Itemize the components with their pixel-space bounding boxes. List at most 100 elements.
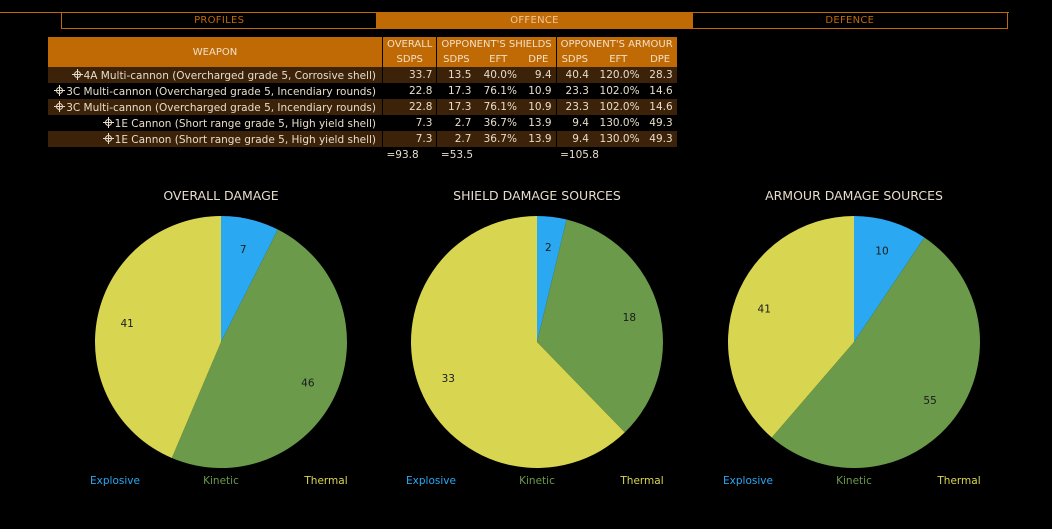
overall-total: =93.8 <box>382 147 437 163</box>
shields-eft-cell: 76.1% <box>475 83 521 99</box>
slice-value-label: 41 <box>758 304 771 316</box>
slice-value-label: 33 <box>442 373 455 385</box>
shields-sdps-header[interactable]: SDPS <box>436 52 476 67</box>
slice-value-label: 18 <box>623 312 636 324</box>
armour-eft-cell: 130.0% <box>592 115 644 131</box>
shields-dpe-cell: 10.9 <box>520 83 557 99</box>
shields-eft-cell: 76.1% <box>475 99 521 115</box>
weapon-damage-table: WEAPON OVERALL OPPONENT'S SHIELDS OPPONE… <box>48 37 677 163</box>
legend-thermal[interactable]: Thermal <box>936 475 980 487</box>
chart-title: ARMOUR DAMAGE SOURCES <box>765 188 943 203</box>
weapon-name: 1E Cannon (Short range grade 5, High yie… <box>114 117 376 130</box>
armour-eft-cell: 130.0% <box>592 131 644 147</box>
pie-slice-explosive[interactable] <box>537 216 567 342</box>
armour-sdps-cell: 9.4 <box>555 115 593 131</box>
tab-bar: PROFILES OFFENCE DEFENCE <box>61 12 1008 29</box>
mount-gimballed-icon <box>102 132 115 146</box>
table-row[interactable]: 1E Cannon (Short range grade 5, High yie… <box>48 131 677 147</box>
mount-gimballed-icon <box>71 68 84 82</box>
shields-dpe-cell: 10.9 <box>520 99 557 115</box>
armour-sdps-cell: 23.3 <box>555 99 593 115</box>
armour-damage-chart: ARMOUR DAMAGE SOURCES 10 55 41 Explosive Kine… <box>702 186 1002 496</box>
weapon-cell: 1E Cannon (Short range grade 5, High yie… <box>48 115 383 131</box>
armour-sdps-cell: 40.4 <box>555 67 593 83</box>
shields-dpe-cell: 9.4 <box>520 67 557 83</box>
weapon-name: 4A Multi-cannon (Overcharged grade 5, Co… <box>83 69 376 82</box>
overall-sdps-cell: 7.3 <box>381 115 437 131</box>
overall-sdps-cell: 33.7 <box>381 67 437 83</box>
chart-title: OVERALL DAMAGE <box>163 188 278 203</box>
overall-header[interactable]: OVERALL <box>381 37 437 52</box>
armour-dpe-cell: 49.3 <box>643 115 677 131</box>
shields-eft-cell: 36.7% <box>475 115 521 131</box>
shields-eft-header[interactable]: EFT <box>475 52 521 67</box>
shields-dpe-cell: 13.9 <box>520 115 557 131</box>
legend-explosive[interactable]: Explosive <box>90 475 140 487</box>
shields-eft-cell: 40.0% <box>475 67 521 83</box>
weapon-cell: 3C Multi-cannon (Overcharged grade 5, In… <box>48 83 383 99</box>
weapon-cell: 4A Multi-cannon (Overcharged grade 5, Co… <box>48 67 383 83</box>
shields-total: =53.5 <box>436 147 557 163</box>
armour-dpe-header[interactable]: DPE <box>643 52 677 67</box>
overall-damage-chart: OVERALL DAMAGE 7 46 41 Explosive Kinetic Therm… <box>69 186 369 496</box>
overall-sdps-cell: 7.3 <box>381 131 437 147</box>
legend-explosive[interactable]: Explosive <box>406 475 456 487</box>
weapon-name: 1E Cannon (Short range grade 5, High yie… <box>114 133 376 146</box>
weapon-cell: 3C Multi-cannon (Overcharged grade 5, In… <box>48 99 383 115</box>
mount-gimballed-icon <box>54 84 66 98</box>
shields-eft-cell: 36.7% <box>475 131 521 147</box>
mount-gimballed-icon <box>102 116 115 130</box>
tab-offence[interactable]: OFFENCE <box>376 13 692 28</box>
slice-value-label: 2 <box>545 242 552 254</box>
shield-damage-svg: SHIELD DAMAGE SOURCES 2 18 33 Explosive Kinet… <box>406 188 664 487</box>
armour-damage-svg: ARMOUR DAMAGE SOURCES 10 55 41 Explosive Kine… <box>723 188 981 487</box>
legend-thermal[interactable]: Thermal <box>303 475 347 487</box>
pie-slice-kinetic[interactable] <box>537 219 663 433</box>
tab-defence[interactable]: DEFENCE <box>691 13 1007 28</box>
shields-sdps-cell: 2.7 <box>436 131 476 147</box>
pie-slice-thermal[interactable] <box>728 216 854 438</box>
overall-damage-svg: OVERALL DAMAGE 7 46 41 Explosive Kinetic Therm… <box>90 188 348 487</box>
slice-value-label: 41 <box>120 318 133 330</box>
armour-sdps-cell: 23.3 <box>555 83 593 99</box>
legend-kinetic[interactable]: Kinetic <box>836 475 872 487</box>
pie-slice-explosive[interactable] <box>854 216 925 342</box>
armour-sdps-header[interactable]: SDPS <box>555 52 593 67</box>
weapon-header[interactable]: WEAPON <box>48 37 383 67</box>
shields-sdps-cell: 17.3 <box>436 99 476 115</box>
overall-sdps-cell: 22.8 <box>381 83 437 99</box>
weapon-cell: 1E Cannon (Short range grade 5, High yie… <box>48 131 383 147</box>
legend-explosive[interactable]: Explosive <box>723 475 773 487</box>
mount-gimballed-icon <box>54 100 66 114</box>
armour-eft-cell: 102.0% <box>592 99 644 115</box>
armour-eft-cell: 102.0% <box>592 83 644 99</box>
legend-kinetic[interactable]: Kinetic <box>519 475 555 487</box>
overall-sdps-cell: 22.8 <box>381 99 437 115</box>
tab-profiles[interactable]: PROFILES <box>194 15 245 26</box>
armour-header[interactable]: OPPONENT'S ARMOUR <box>555 37 677 52</box>
pie-slice-thermal[interactable] <box>94 216 221 459</box>
pie-slice-thermal[interactable] <box>411 216 625 468</box>
pie-slice-kinetic[interactable] <box>171 229 348 469</box>
armour-eft-header[interactable]: EFT <box>592 52 644 67</box>
armour-sdps-cell: 9.4 <box>555 131 593 147</box>
table-row[interactable]: 1E Cannon (Short range grade 5, High yie… <box>48 115 677 131</box>
armour-dpe-cell: 14.6 <box>643 83 677 99</box>
slice-value-label: 7 <box>240 244 247 256</box>
armour-dpe-cell: 14.6 <box>643 99 677 115</box>
armour-dpe-cell: 49.3 <box>643 131 677 147</box>
armour-dpe-cell: 28.3 <box>643 67 677 83</box>
table-row[interactable]: 4A Multi-cannon (Overcharged grade 5, Co… <box>48 67 677 83</box>
table-row[interactable]: 3C Multi-cannon (Overcharged grade 5, In… <box>48 99 677 115</box>
overall-sdps-header[interactable]: SDPS <box>381 52 437 67</box>
shield-damage-chart: SHIELD DAMAGE SOURCES 2 18 33 Explosive Kinet… <box>385 186 685 496</box>
shields-dpe-cell: 13.9 <box>520 131 557 147</box>
shields-dpe-header[interactable]: DPE <box>520 52 557 67</box>
legend-thermal[interactable]: Thermal <box>619 475 663 487</box>
table-row[interactable]: 3C Multi-cannon (Overcharged grade 5, In… <box>48 83 677 99</box>
pie-slice-kinetic[interactable] <box>771 237 980 468</box>
armour-eft-cell: 120.0% <box>592 67 644 83</box>
legend-kinetic[interactable]: Kinetic <box>203 475 239 487</box>
pie-slice-explosive[interactable] <box>221 216 278 342</box>
shields-header[interactable]: OPPONENT'S SHIELDS <box>436 37 557 52</box>
